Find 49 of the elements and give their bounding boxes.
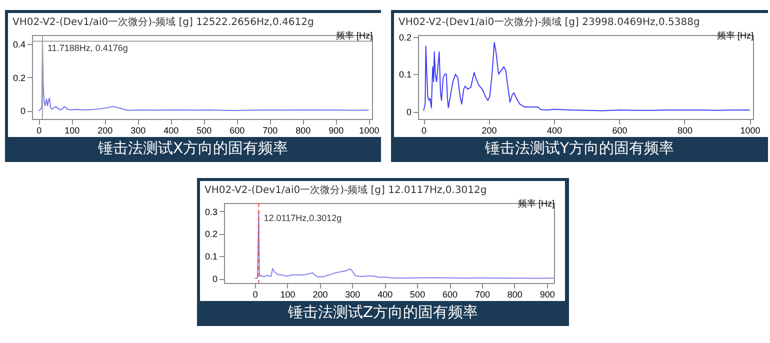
chart-subtitle: VH02-V2-(Dev1/ai0一次微分)-频域 [g] 12522.2656Hz,0.4612g [12, 16, 314, 28]
text: 锤击法测试Z方向的固有频率 [286, 302, 480, 323]
x-axis-title: 频率 [Hz] [336, 30, 372, 40]
x-tick-label: 500 [410, 290, 426, 300]
x-tick-label: 800 [296, 126, 311, 136]
x-tick-label: 1000 [740, 126, 760, 136]
x-tick-label: 200 [482, 126, 497, 136]
text: 锤击法测试Y方向的固有频率 [484, 138, 676, 159]
x-tick-label: 200 [312, 290, 328, 300]
x-tick-label: 400 [547, 126, 562, 136]
x-tick-label: 900 [540, 290, 555, 300]
x-tick-label: 900 [328, 126, 344, 136]
x-tick-label: 500 [196, 126, 212, 136]
chart-subtitle: VH02-V2-(Dev1/ai0一次微分)-频域 [g] 23998.0469Hz,0.5388g [398, 16, 700, 28]
x-tick-label: 0 [252, 290, 258, 300]
y-tick-label: 0.2 [12, 72, 26, 83]
annotation: 11.7188Hz, 0.4176g [47, 43, 128, 54]
chart-subtitle: VH02-V2-(Dev1/ai0一次微分)-频域 [g] 12.0117Hz,0.3012g [204, 184, 487, 196]
y-tick-label: 0 [406, 107, 412, 118]
y-tick-label: 0.3 [204, 206, 218, 217]
x-tick-label: 600 [230, 126, 245, 136]
x-tick-label: 100 [280, 290, 296, 300]
x-tick-label: 400 [164, 126, 179, 136]
line-series [423, 42, 750, 112]
x-tick-label: 300 [130, 126, 146, 136]
y-tick-label: 0.1 [398, 70, 412, 80]
x-tick-label: 1000 [359, 126, 380, 136]
x-tick-label: 800 [507, 290, 522, 300]
y-tick-label: 0.1 [204, 252, 218, 262]
x-axis-title: 频率 [Hz] [518, 198, 554, 208]
y-tick-label: 0 [212, 274, 218, 284]
x-tick-label: 700 [474, 290, 490, 300]
x-tick-label: 400 [378, 290, 393, 300]
y-tick-label: 0.2 [398, 32, 412, 42]
annotation: 12.0117Hz,0.3012g [264, 213, 342, 224]
y-tick-label: 0 [20, 106, 26, 116]
x-tick-label: 800 [677, 126, 693, 136]
x-tick-label: 600 [442, 290, 458, 300]
text: 锤击法测试X方向的固有频率 [96, 138, 290, 159]
y-tick-label: 0.2 [204, 229, 218, 240]
x-tick-label: 700 [262, 126, 278, 136]
x-tick-label: 0 [422, 126, 427, 136]
x-tick-label: 300 [345, 290, 360, 300]
x-axis-title: 频率 [Hz] [716, 30, 754, 40]
x-tick-label: 100 [64, 126, 80, 136]
x-tick-label: 200 [98, 126, 113, 136]
y-tick-label: 0.4 [12, 40, 26, 50]
x-tick-label: 600 [612, 126, 628, 136]
x-tick-label: 0 [36, 126, 42, 136]
